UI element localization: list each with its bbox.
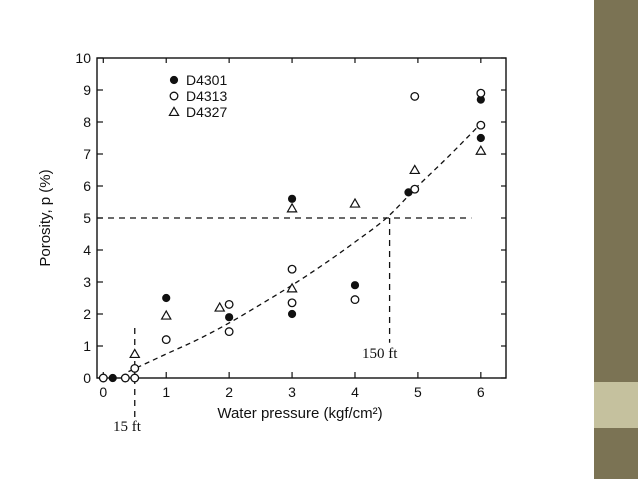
y-tick-label: 10 — [75, 50, 91, 66]
point-d4313 — [287, 298, 297, 308]
point-d4327 — [409, 164, 421, 175]
legend-label-d4327: D4327 — [186, 104, 227, 120]
trend-curve — [128, 123, 482, 373]
y-tick-label: 4 — [83, 242, 91, 258]
point-d4313 — [224, 299, 234, 309]
y-tick-label: 7 — [83, 146, 91, 162]
point-d4301 — [225, 313, 234, 322]
ref-label-15ft: 15 ft — [113, 419, 142, 435]
legend-marker-d4313 — [169, 91, 179, 101]
y-tick-label: 8 — [83, 114, 91, 130]
point-d4313 — [410, 184, 420, 194]
point-d4327 — [160, 309, 172, 320]
legend-label-d4301: D4301 — [186, 72, 227, 88]
legend-marker-d4327 — [168, 106, 180, 117]
point-d4313 — [98, 373, 108, 383]
x-tick-label: 2 — [225, 384, 233, 400]
point-d4301 — [162, 293, 171, 303]
point-d4313 — [287, 264, 297, 274]
point-d4327 — [475, 144, 487, 155]
point-d4327 — [286, 202, 298, 213]
y-tick-label: 9 — [83, 82, 91, 98]
y-tick-label: 0 — [83, 370, 91, 386]
y-tick-label: 3 — [83, 274, 91, 290]
axis-ticks: 0 1 2 3 4 5 6 0 1 2 3 4 5 6 7 8 9 10 — [75, 50, 506, 400]
data-points — [98, 88, 487, 383]
legend-label-d4313: D4313 — [186, 88, 227, 104]
x-tick-label: 1 — [162, 384, 170, 400]
y-tick-label: 2 — [83, 306, 91, 322]
point-d4301 — [476, 133, 485, 143]
point-d4313 — [410, 91, 420, 101]
y-tick-label: 5 — [83, 210, 91, 226]
plot-frame — [96, 57, 507, 379]
y-tick-label: 6 — [83, 178, 91, 194]
point-d4313 — [476, 88, 486, 98]
y-axis-label: Porosity, p (%) — [37, 169, 54, 266]
point-d4313 — [130, 363, 140, 373]
point-d4313 — [130, 373, 140, 383]
legend-marker-d4301 — [169, 75, 179, 85]
x-tick-label: 4 — [351, 384, 359, 400]
x-tick-label: 5 — [414, 384, 422, 400]
point-d4313 — [120, 373, 130, 383]
point-d4313 — [161, 335, 171, 345]
point-d4327 — [214, 301, 226, 312]
x-tick-label: 0 — [99, 384, 107, 400]
point-d4301 — [287, 309, 297, 319]
side-bar-lower — [594, 428, 638, 479]
y-tick-label: 1 — [83, 338, 91, 354]
x-tick-label: 3 — [288, 384, 296, 400]
ref-label-150ft: 150 ft — [362, 346, 398, 362]
point-d4313 — [350, 295, 360, 305]
side-bar-highlight — [594, 382, 638, 428]
point-d4327 — [349, 197, 361, 208]
point-d4313 — [476, 120, 486, 130]
x-axis-label: Water pressure (kgf/cm²) — [217, 405, 382, 422]
decorative-side-bar — [594, 0, 638, 479]
x-tick-label: 6 — [477, 384, 485, 400]
point-d4301 — [350, 281, 360, 290]
side-bar-upper — [594, 0, 638, 382]
point-d4301 — [287, 194, 297, 203]
point-d4327 — [286, 282, 298, 293]
point-d4327 — [129, 348, 141, 359]
point-d4313 — [224, 327, 234, 337]
point-d4301 — [108, 373, 117, 383]
